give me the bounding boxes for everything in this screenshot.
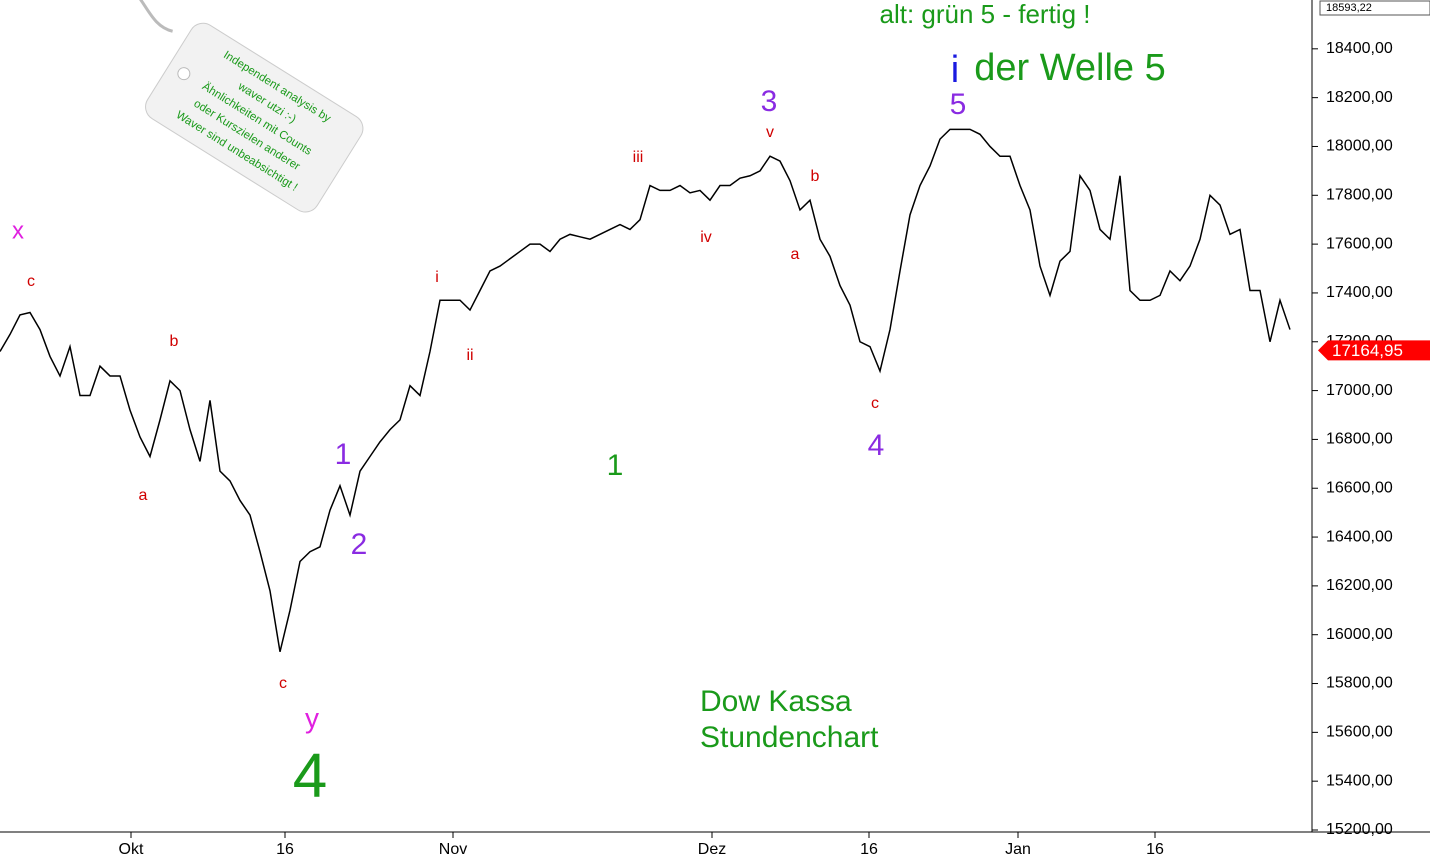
wave-annotation: c [27,273,35,290]
price-line [0,128,1291,652]
wave-annotation: iv [700,229,712,246]
wave-annotation: a [139,487,148,504]
wave-annotation: der Welle 5 [974,47,1166,89]
y-tick-label: 16200,00 [1326,577,1393,594]
y-tick-label: 15600,00 [1326,724,1393,741]
wave-annotation: b [170,333,179,350]
wave-annotation: Dow Kassa [700,685,852,718]
wave-annotation: b [811,168,820,185]
y-tick-label: 17600,00 [1326,235,1393,252]
wave-annotation: x [12,217,24,244]
wave-annotation: 3 [761,85,778,118]
x-tick-label: 16 [860,841,878,858]
wave-annotation: c [871,395,879,412]
wave-annotation: Stundenchart [700,721,879,754]
wave-annotation: 1 [607,449,624,482]
wave-annotation: 5 [950,88,967,121]
tag-string [101,0,174,33]
last-price-label: 17164,95 [1332,341,1403,360]
y-tick-label: 17400,00 [1326,284,1393,301]
y-tick-label: 15400,00 [1326,772,1393,789]
x-tick-label: Nov [439,841,467,858]
top-price-box [1319,0,1430,16]
y-tick-label: 15200,00 [1326,821,1393,838]
tag-hole [177,67,191,81]
wave-annotation: ii [466,347,473,364]
y-tick-label: 18000,00 [1326,138,1393,155]
y-tick-label: 18400,00 [1326,40,1393,57]
last-price-box [1318,340,1430,361]
wave-annotation: a [791,246,800,263]
y-tick-label: 17800,00 [1326,187,1393,204]
y-tick-label: 16400,00 [1326,528,1393,545]
y-tick-label: 18200,00 [1326,89,1393,106]
x-tick-label: Dez [698,841,726,858]
y-tick-label: 16000,00 [1326,626,1393,643]
x-tick-label: Jan [1005,841,1031,858]
wave-annotation: i [435,269,439,286]
top-price-label: 18593,22 [1326,2,1372,14]
y-tick-label: 16600,00 [1326,479,1393,496]
wave-annotation: iii [633,149,644,166]
wave-annotation: c [279,675,287,692]
wave-annotation: v [766,124,774,141]
x-tick-label: 16 [276,841,294,858]
wave-annotation: 4 [868,429,885,462]
wave-annotation: 1 [335,438,352,471]
tag-card [145,22,364,213]
wave-annotation: 2 [351,528,368,561]
wave-annotation: alt: grün 5 - fertig ! [880,0,1091,29]
x-tick-label: 16 [1146,841,1164,858]
x-tick-label: Okt [119,841,144,858]
wave-annotation: i [951,49,959,91]
wave-annotation: 4 [293,741,327,810]
y-tick-label: 15800,00 [1326,675,1393,692]
y-tick-label: 17000,00 [1326,382,1393,399]
wave-annotation: y [305,702,319,733]
y-tick-label: 16800,00 [1326,431,1393,448]
